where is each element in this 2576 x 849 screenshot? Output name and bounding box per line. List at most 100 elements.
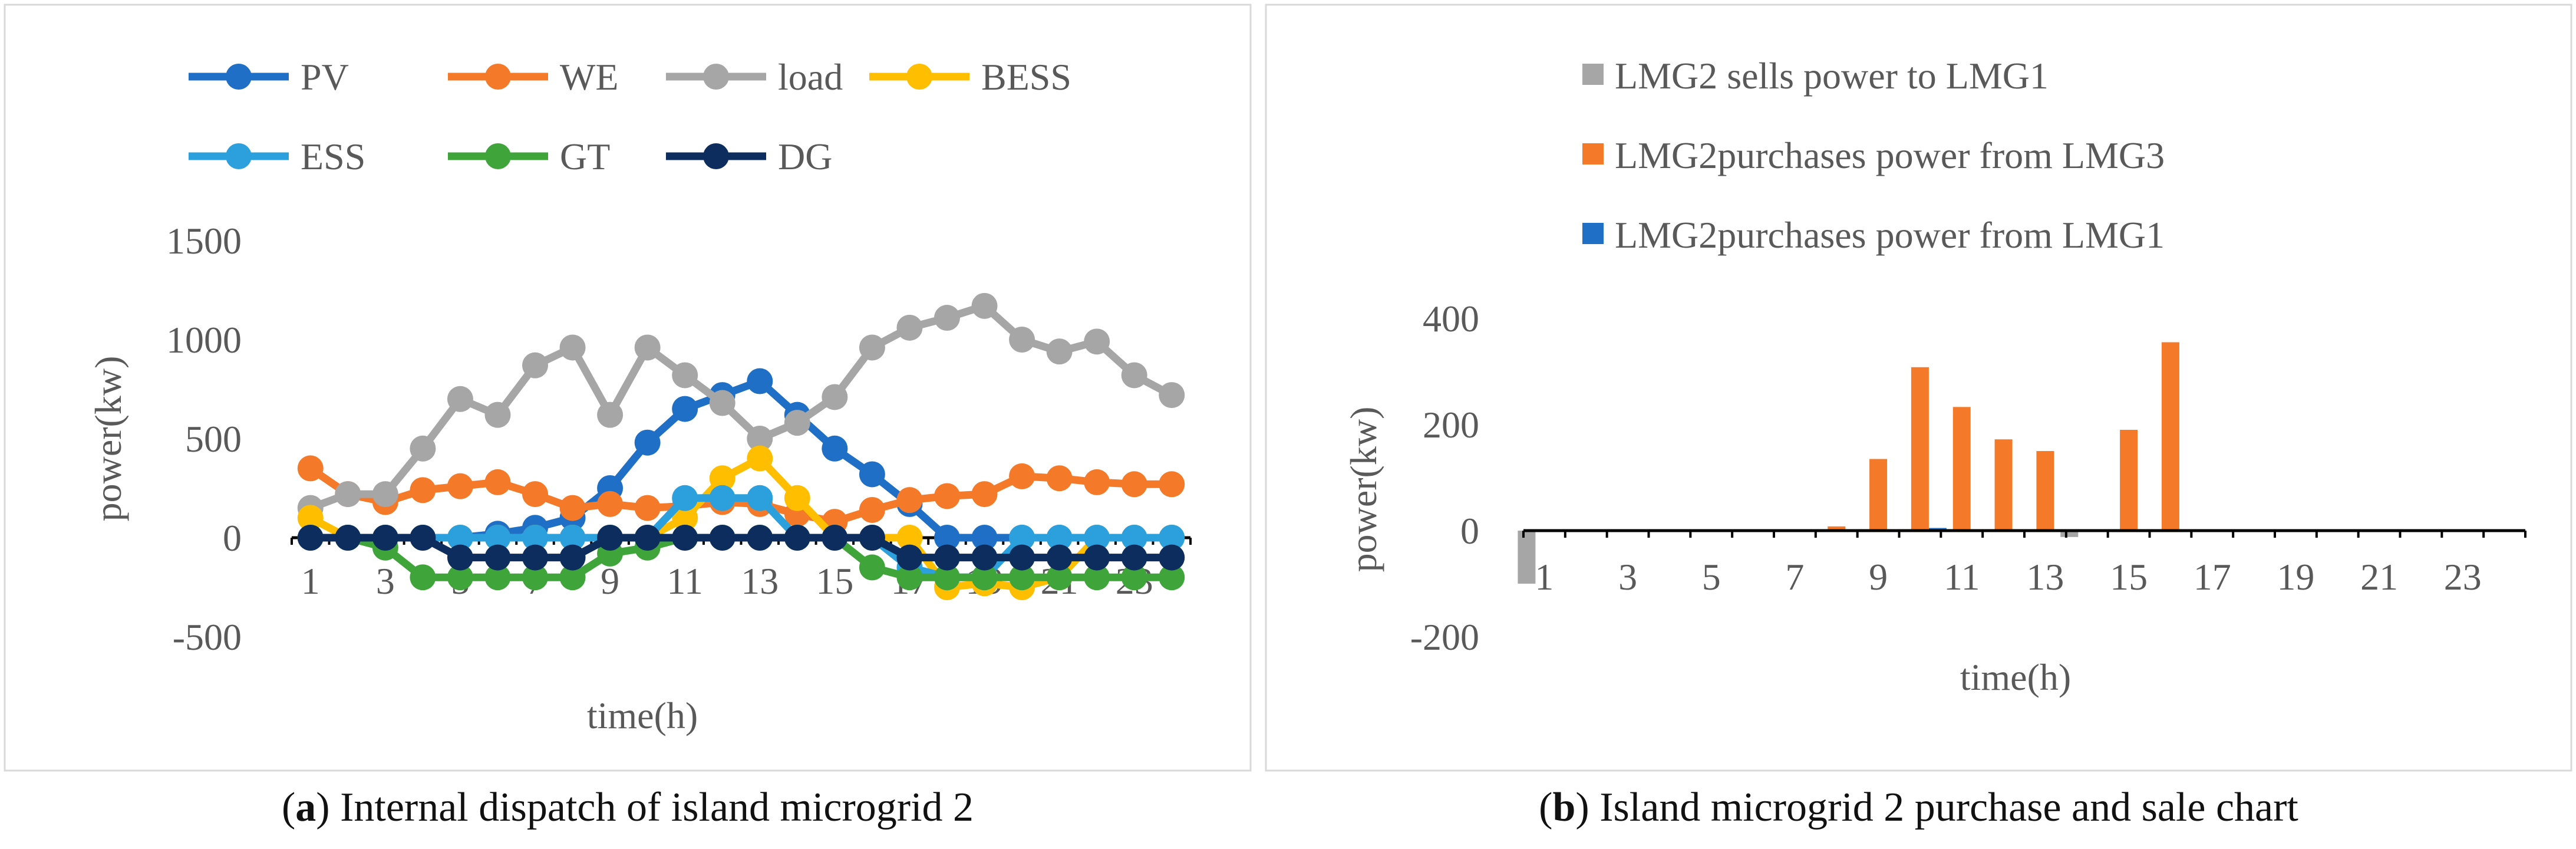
data-point-load <box>896 314 923 341</box>
caption-b-text: Island microgrid 2 purchase and sale cha… <box>1599 785 2298 830</box>
chart-b-xtick-label: 11 <box>1944 556 1980 598</box>
data-point-pv <box>822 435 848 462</box>
data-point-ess <box>1009 525 1035 551</box>
data-point-we <box>522 481 549 508</box>
chart-b-xtick-label: 17 <box>2194 556 2231 598</box>
data-point-dg <box>747 525 773 551</box>
chart-b-ytick-label: -200 <box>1410 616 1479 658</box>
data-point-ess <box>709 485 735 511</box>
legend-label-ess: ESS <box>301 136 365 177</box>
chart-b-ytick-label: 200 <box>1423 404 1479 446</box>
data-point-load <box>597 402 624 428</box>
bar-series-1 <box>2161 342 2179 531</box>
data-point-we <box>1009 463 1035 489</box>
data-point-bess <box>896 525 923 551</box>
bar-series-0 <box>2060 531 2079 537</box>
legend-swatch-series-1 <box>1582 143 1604 164</box>
chart-a-xtick-label: 13 <box>741 560 779 602</box>
data-point-we <box>1084 469 1110 495</box>
data-point-ess <box>1159 525 1185 551</box>
bar-series-1 <box>2120 430 2138 531</box>
data-point-load <box>484 402 511 428</box>
data-point-bess <box>709 465 735 492</box>
legend-label-series-0: LMG2 sells power to LMG1 <box>1615 55 2049 97</box>
data-point-gt <box>859 554 885 581</box>
legend-marker-pv <box>226 64 252 90</box>
data-point-load <box>410 435 436 462</box>
bar-series-1 <box>2036 451 2054 531</box>
data-point-dg <box>447 544 473 571</box>
chart-panel-b: -200 0 200 400 power(kw) 1 3 5 7 9 11 13 15 17 19 21 23 t… <box>1261 0 2576 775</box>
chart-a-ytick-label: -500 <box>173 616 242 658</box>
data-point-we <box>971 481 998 508</box>
chart-a-ytick-label: 1500 <box>166 220 242 262</box>
legend-marker-dg <box>703 143 729 169</box>
data-point-we <box>934 483 960 509</box>
data-point-dg <box>1121 544 1147 571</box>
data-point-gt <box>484 564 511 591</box>
data-point-ess <box>1046 525 1073 551</box>
data-point-we <box>410 477 436 504</box>
data-point-ess <box>447 525 473 551</box>
legend-marker-we <box>485 64 511 90</box>
data-point-gt <box>971 564 998 591</box>
data-point-dg <box>297 525 324 551</box>
data-point-we <box>1121 471 1147 498</box>
bar-series-1 <box>1828 526 1846 531</box>
data-point-dg <box>822 525 848 551</box>
chart-b-xlabel: time(h) <box>1960 656 2071 698</box>
bar-series-1 <box>1911 367 1929 531</box>
data-point-load <box>634 334 661 361</box>
chart-b-xtick-label: 23 <box>2444 556 2482 598</box>
chart-a-xlabel: time(h) <box>587 695 698 736</box>
data-point-pv <box>747 368 773 394</box>
caption-a-letter: a <box>295 785 316 830</box>
legend-label-series-1: LMG2purchases power from LMG3 <box>1615 134 2165 176</box>
data-point-dg <box>971 544 998 571</box>
data-point-load <box>1159 382 1185 409</box>
legend-swatch-series-2 <box>1582 223 1604 244</box>
data-point-load <box>447 386 473 412</box>
data-point-we <box>297 455 324 482</box>
data-point-dg <box>859 525 885 551</box>
data-point-pv <box>934 525 960 551</box>
legend-label-load: load <box>778 56 843 98</box>
data-point-we <box>634 495 661 521</box>
bar-series-1 <box>1952 407 1971 531</box>
chart-a-ytick-label: 1000 <box>166 319 242 361</box>
bar-series-1 <box>1994 439 2013 531</box>
chart-b-xtick-label: 19 <box>2277 556 2314 598</box>
data-point-gt <box>410 564 436 591</box>
legend-label-we: WE <box>560 56 619 98</box>
chart-b-xtick-label: 15 <box>2110 556 2148 598</box>
data-point-we <box>1159 471 1185 498</box>
data-point-load <box>372 481 398 508</box>
chart-a-ylabel: power(kw) <box>87 356 129 522</box>
legend-label-pv: PV <box>301 56 349 98</box>
data-point-bess <box>672 505 698 531</box>
chart-b-ytick-label: 0 <box>1460 510 1479 552</box>
legend-marker-load <box>703 64 729 90</box>
data-point-ess <box>1084 525 1110 551</box>
legend-label-gt: GT <box>560 136 610 177</box>
data-point-load <box>747 426 773 452</box>
data-point-ess <box>522 525 549 551</box>
chart-a-xtick-label: 3 <box>376 560 395 602</box>
data-point-gt <box>1009 564 1035 591</box>
legend-marker-bess <box>906 64 932 90</box>
chart-a-ytick-label: 0 <box>223 517 242 559</box>
caption-b: (b) Island microgrid 2 purchase and sale… <box>1539 785 2298 830</box>
data-point-dg <box>410 525 436 551</box>
data-point-gt <box>1084 564 1110 591</box>
data-point-dg <box>896 544 923 571</box>
caption-a-text: Internal dispatch of island microgrid 2 <box>340 785 974 830</box>
data-point-load <box>971 292 998 319</box>
data-point-load <box>1121 362 1147 389</box>
chart-a-xtick-label: 9 <box>601 560 619 602</box>
legend-marker-gt <box>485 143 511 169</box>
caption-a: (a) Internal dispatch of island microgri… <box>281 785 974 830</box>
chart-a-xtick-label: 1 <box>301 560 320 602</box>
data-point-load <box>709 390 735 416</box>
data-point-load <box>559 334 586 361</box>
